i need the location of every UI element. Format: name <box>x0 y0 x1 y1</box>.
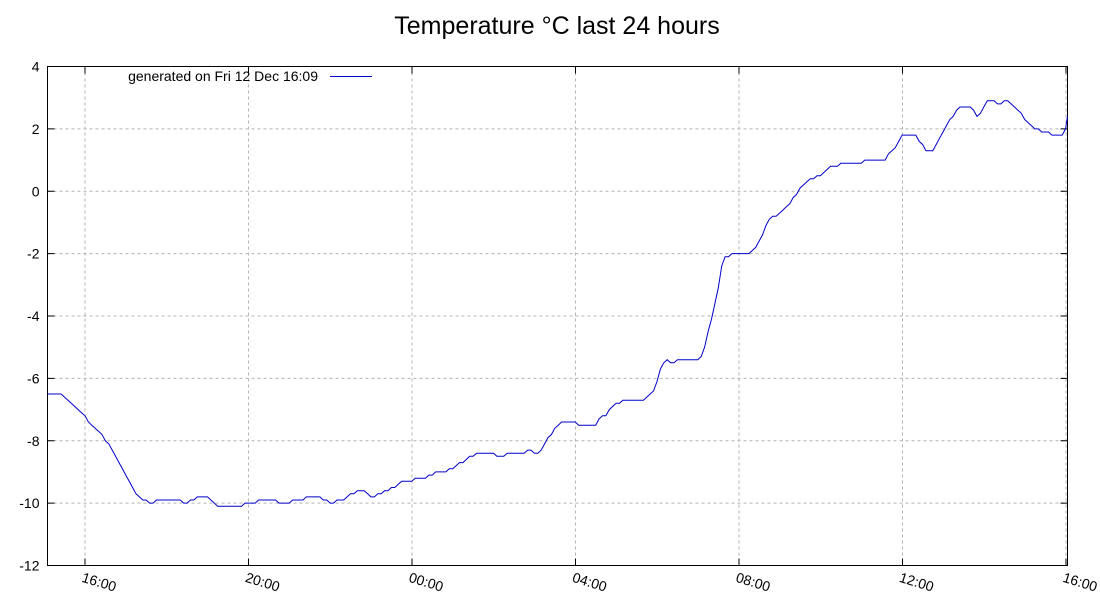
legend-label: generated on Fri 12 Dec 16:09 <box>128 68 318 84</box>
y-tick-label: -12 <box>19 558 39 574</box>
axis-labels: 16:00 20:00 00:00 04:00 08:00 12:00 16:00 4 2 0 -2… <box>19 59 1099 595</box>
x-tick-label: 08:00 <box>734 569 772 595</box>
y-tick-label: -6 <box>27 370 40 386</box>
x-tick-label: 12:00 <box>898 569 936 595</box>
y-tick-label: -10 <box>19 495 39 511</box>
x-tick-label: 00:00 <box>407 569 445 595</box>
y-tick-label: -4 <box>27 308 40 324</box>
x-tick-label: 20:00 <box>244 569 282 595</box>
x-tick-label: 16:00 <box>80 569 118 595</box>
tick-marks <box>47 66 1068 566</box>
y-tick-label: -8 <box>27 433 40 449</box>
temperature-series-line <box>47 100 1068 507</box>
y-tick-label: -2 <box>27 246 40 262</box>
x-tick-label: 04:00 <box>571 569 609 595</box>
y-tick-label: 4 <box>32 59 40 75</box>
y-tick-label: 2 <box>32 121 40 137</box>
x-tick-label: 16:00 <box>1061 569 1099 595</box>
y-tick-label: 0 <box>32 183 40 199</box>
legend: generated on Fri 12 Dec 16:09 <box>128 68 372 84</box>
chart-title: Temperature °C last 24 hours <box>394 12 719 40</box>
gridlines <box>47 66 1068 566</box>
